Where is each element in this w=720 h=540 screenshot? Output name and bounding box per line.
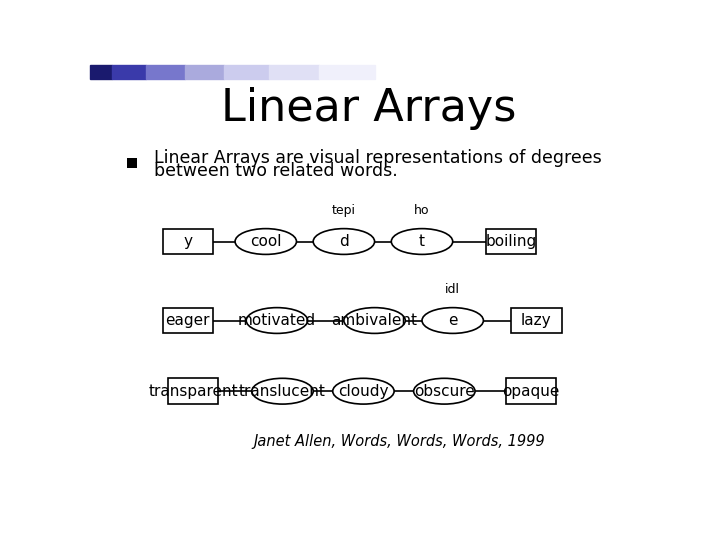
Bar	[269, 65, 319, 79]
Text: t: t	[419, 234, 425, 249]
Text: d: d	[339, 234, 348, 249]
Bar	[90, 65, 112, 79]
Text: Janet Allen, Words, Words, Words, 1999: Janet Allen, Words, Words, Words, 1999	[254, 434, 546, 449]
Text: Linear Arrays: Linear Arrays	[221, 87, 517, 130]
FancyBboxPatch shape	[486, 228, 536, 254]
Ellipse shape	[313, 228, 374, 254]
Bar	[185, 65, 224, 79]
Text: cool: cool	[250, 234, 282, 249]
Ellipse shape	[413, 379, 475, 404]
FancyBboxPatch shape	[505, 379, 556, 404]
Ellipse shape	[333, 379, 394, 404]
Text: lazy: lazy	[521, 313, 552, 328]
Bar	[145, 65, 185, 79]
Text: tepi: tepi	[332, 205, 356, 218]
Text: transparent: transparent	[148, 384, 238, 399]
Text: obscure: obscure	[414, 384, 474, 399]
Text: between two related words.: between two related words.	[154, 162, 398, 180]
Text: ho: ho	[414, 205, 430, 218]
Text: translucent: translucent	[239, 384, 326, 399]
Ellipse shape	[344, 308, 405, 333]
FancyBboxPatch shape	[511, 308, 562, 333]
Ellipse shape	[422, 308, 483, 333]
Ellipse shape	[252, 379, 313, 404]
Text: e: e	[448, 313, 457, 328]
Bar	[319, 65, 374, 79]
Ellipse shape	[392, 228, 453, 254]
Ellipse shape	[235, 228, 297, 254]
Bar	[224, 65, 269, 79]
Text: idl: idl	[445, 284, 460, 296]
Text: motivated: motivated	[238, 313, 316, 328]
Text: y: y	[183, 234, 192, 249]
Ellipse shape	[246, 308, 307, 333]
Bar	[127, 158, 137, 167]
FancyBboxPatch shape	[163, 228, 213, 254]
Text: eager: eager	[166, 313, 210, 328]
Text: Linear Arrays are visual representations of degrees: Linear Arrays are visual representations…	[154, 150, 602, 167]
Text: opaque: opaque	[502, 384, 559, 399]
FancyBboxPatch shape	[168, 379, 218, 404]
Bar	[112, 65, 145, 79]
Text: cloudy: cloudy	[338, 384, 389, 399]
Text: ambivalent: ambivalent	[332, 313, 418, 328]
Text: boiling: boiling	[486, 234, 537, 249]
FancyBboxPatch shape	[163, 308, 213, 333]
